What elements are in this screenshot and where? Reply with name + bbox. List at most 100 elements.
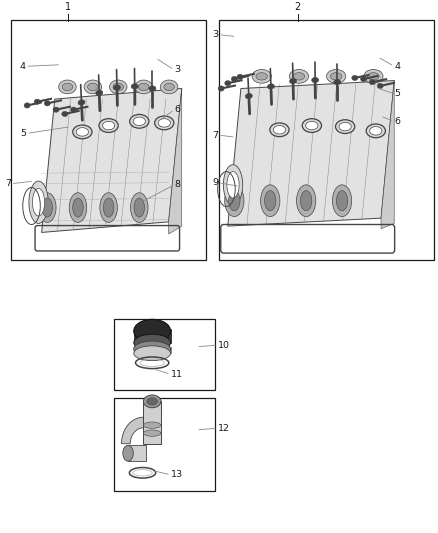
Text: 1: 1: [65, 2, 71, 12]
Ellipse shape: [225, 80, 231, 86]
Ellipse shape: [143, 430, 161, 437]
Ellipse shape: [149, 86, 156, 91]
Ellipse shape: [293, 72, 305, 80]
Ellipse shape: [218, 86, 224, 91]
Ellipse shape: [39, 193, 56, 222]
Ellipse shape: [32, 189, 45, 216]
Ellipse shape: [225, 185, 244, 216]
Ellipse shape: [73, 125, 92, 139]
Ellipse shape: [160, 80, 178, 94]
Ellipse shape: [73, 198, 83, 217]
Ellipse shape: [131, 84, 138, 89]
Ellipse shape: [42, 198, 53, 217]
Ellipse shape: [164, 83, 174, 91]
Ellipse shape: [76, 128, 88, 136]
Ellipse shape: [102, 122, 115, 130]
Ellipse shape: [245, 93, 252, 99]
Ellipse shape: [62, 111, 68, 117]
Ellipse shape: [69, 193, 87, 222]
Text: 5: 5: [394, 90, 400, 98]
Ellipse shape: [302, 119, 321, 132]
Ellipse shape: [370, 127, 382, 135]
Text: 6: 6: [174, 105, 180, 114]
Ellipse shape: [334, 79, 341, 85]
Text: 3: 3: [174, 66, 180, 75]
Ellipse shape: [155, 116, 174, 130]
Bar: [219, 20, 434, 261]
Text: 8: 8: [174, 180, 180, 189]
Text: 2: 2: [295, 2, 301, 12]
Polygon shape: [381, 80, 394, 229]
Ellipse shape: [368, 72, 379, 80]
Ellipse shape: [297, 185, 316, 216]
Bar: [134, 329, 170, 343]
Ellipse shape: [147, 398, 157, 405]
Text: 4: 4: [19, 62, 25, 71]
Ellipse shape: [312, 77, 319, 83]
Ellipse shape: [290, 78, 297, 84]
Ellipse shape: [252, 69, 272, 83]
Ellipse shape: [366, 124, 385, 138]
Ellipse shape: [96, 90, 103, 95]
Bar: [128, 445, 145, 461]
Ellipse shape: [273, 126, 286, 134]
Ellipse shape: [330, 72, 342, 80]
Ellipse shape: [339, 123, 351, 131]
Text: 12: 12: [218, 424, 230, 433]
Bar: [134, 347, 170, 353]
Ellipse shape: [53, 107, 59, 112]
Ellipse shape: [326, 69, 346, 83]
Text: 11: 11: [171, 370, 183, 379]
Ellipse shape: [377, 83, 383, 88]
Ellipse shape: [270, 123, 289, 136]
Ellipse shape: [88, 83, 98, 91]
Ellipse shape: [256, 72, 268, 80]
Ellipse shape: [138, 83, 149, 91]
Ellipse shape: [44, 101, 50, 106]
Ellipse shape: [62, 83, 73, 91]
Ellipse shape: [130, 115, 149, 128]
Ellipse shape: [306, 122, 318, 130]
Ellipse shape: [229, 191, 240, 211]
Ellipse shape: [71, 107, 77, 112]
Bar: [114, 398, 215, 491]
Ellipse shape: [134, 319, 170, 343]
Ellipse shape: [135, 80, 152, 94]
Ellipse shape: [261, 185, 280, 216]
Ellipse shape: [143, 395, 161, 408]
Ellipse shape: [134, 341, 170, 357]
Polygon shape: [169, 88, 182, 234]
Ellipse shape: [227, 172, 239, 198]
Ellipse shape: [134, 334, 170, 351]
Ellipse shape: [133, 117, 145, 126]
Ellipse shape: [24, 103, 30, 108]
Ellipse shape: [290, 69, 309, 83]
Text: 7: 7: [5, 179, 11, 188]
Ellipse shape: [364, 69, 383, 83]
Ellipse shape: [336, 120, 355, 133]
Ellipse shape: [78, 100, 85, 105]
Ellipse shape: [158, 119, 170, 127]
Ellipse shape: [103, 198, 114, 217]
Polygon shape: [121, 417, 143, 443]
Ellipse shape: [336, 191, 348, 211]
Ellipse shape: [352, 75, 358, 80]
Ellipse shape: [143, 422, 161, 429]
Ellipse shape: [34, 99, 40, 104]
Ellipse shape: [231, 76, 237, 82]
Text: 3: 3: [212, 30, 218, 39]
Ellipse shape: [265, 191, 276, 211]
Ellipse shape: [84, 80, 102, 94]
Polygon shape: [228, 80, 394, 226]
Ellipse shape: [134, 346, 170, 361]
Ellipse shape: [113, 83, 124, 91]
Ellipse shape: [100, 193, 117, 222]
Text: 10: 10: [218, 341, 230, 350]
Text: 7: 7: [212, 131, 218, 140]
Bar: [11, 20, 206, 261]
Ellipse shape: [332, 185, 352, 216]
Ellipse shape: [223, 165, 243, 205]
Ellipse shape: [369, 79, 375, 85]
Ellipse shape: [110, 80, 127, 94]
Text: 6: 6: [394, 117, 400, 126]
